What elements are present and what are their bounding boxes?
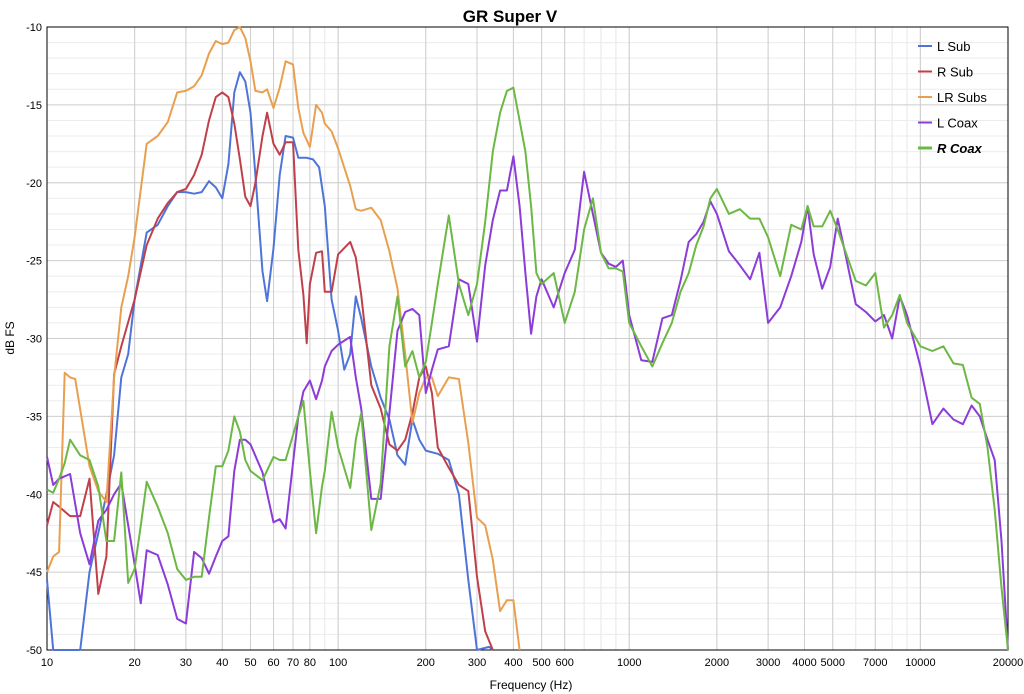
legend: L Sub R Sub LR Subs L Coax R Coax [918, 39, 987, 156]
y-tick-label: -25 [26, 256, 42, 268]
x-tick-label: 3000 [756, 657, 780, 669]
x-tick-label: 70 [287, 657, 299, 669]
y-tick-label: -35 [26, 411, 42, 423]
y-tick-label: -10 [26, 22, 42, 34]
x-tick-label: 60 [267, 657, 279, 669]
y-axis-label: dB FS [3, 321, 17, 354]
x-tick-label: 10 [41, 657, 53, 669]
x-tick-label: 50 [244, 657, 256, 669]
y-tick-label: -40 [26, 489, 42, 501]
legend-label: R Coax [937, 141, 983, 156]
x-tick-label: 4000 [792, 657, 816, 669]
y-tick-label: -30 [26, 334, 42, 346]
x-tick-label: 20000 [993, 657, 1024, 669]
series-line-l-coax [46, 155, 1009, 651]
x-tick-label: 20 [129, 657, 141, 669]
series-lines [46, 26, 1009, 651]
y-tick-label: -20 [26, 178, 42, 190]
series-line-l-sub [46, 71, 494, 651]
series-line-r-coax [46, 86, 1009, 651]
legend-label: R Sub [937, 65, 973, 80]
x-tick-label: 2000 [705, 657, 729, 669]
x-tick-label: 1000 [617, 657, 641, 669]
x-tick-label: 600 [555, 657, 573, 669]
x-tick-label: 100 [329, 657, 347, 669]
x-tick-label: 5000 [820, 657, 844, 669]
x-tick-label: 500 [532, 657, 550, 669]
x-axis-label: Frequency (Hz) [490, 678, 573, 692]
y-axis-ticks: -10 -15 -20 -25 -30 -35 -40 -45 -50 [26, 22, 42, 657]
legend-label: L Coax [937, 116, 978, 131]
y-tick-label: -15 [26, 100, 42, 112]
x-tick-label: 7000 [863, 657, 887, 669]
series-line-lr-subs [46, 26, 521, 651]
x-tick-label: 80 [304, 657, 316, 669]
y-tick-label: -50 [26, 645, 42, 657]
x-tick-label: 10000 [905, 657, 936, 669]
x-tick-label: 40 [216, 657, 228, 669]
plot-frame [46, 26, 1009, 651]
x-tick-label: 400 [504, 657, 522, 669]
x-tick-label: 300 [468, 657, 486, 669]
legend-label: LR Subs [937, 90, 987, 105]
x-tick-label: 30 [180, 657, 192, 669]
legend-label: L Sub [937, 39, 971, 54]
y-tick-label: -45 [26, 567, 42, 579]
x-tick-label: 200 [417, 657, 435, 669]
x-axis-ticks: 10 20 30 40 50 60 70 80 100 200 300 400 500 600 1000 20… [41, 657, 1023, 669]
chart-title: GR Super V [463, 7, 558, 26]
